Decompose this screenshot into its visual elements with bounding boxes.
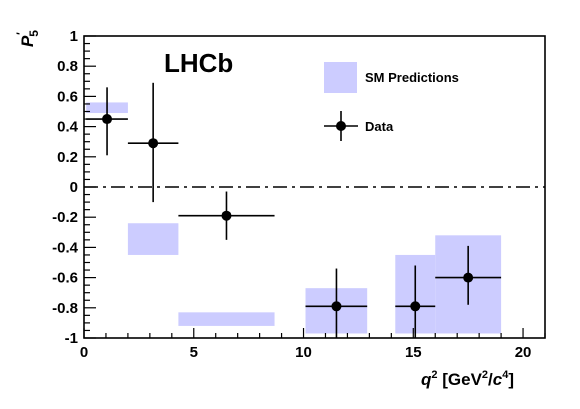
x-tick-label: 15 <box>405 344 422 361</box>
data-point-3 <box>331 301 342 312</box>
legend-marker-data-dot <box>336 121 346 131</box>
y-tick-label: -0.4 <box>52 239 79 256</box>
legend-label-data: Data <box>365 119 394 134</box>
y-tick-label: 0.4 <box>57 119 79 136</box>
legend-label-sm-predictions: SM Predictions <box>365 70 459 85</box>
x-tick-label: 20 <box>515 344 532 361</box>
y-axis-title: P'5 <box>14 30 41 47</box>
data-point-1 <box>148 138 159 149</box>
y-tick-label: 0.8 <box>57 58 78 75</box>
y-tick-label: 0.2 <box>57 149 78 166</box>
legend-swatch-sm-predictions <box>324 62 357 93</box>
x-axis-title: q2 [GeV2/c4] <box>421 369 514 389</box>
y-tick-label: -1 <box>65 330 78 347</box>
y-tick-label: 1 <box>70 28 78 45</box>
y-tick-label: 0 <box>70 179 78 196</box>
legend: SM Predictions Data <box>324 62 459 141</box>
y-tick-label: 0.6 <box>57 88 78 105</box>
brand-label: LHCb <box>164 48 233 78</box>
x-tick-label: 0 <box>80 344 88 361</box>
sm-prediction-band-1 <box>127 223 179 255</box>
x-tick-label: 10 <box>295 344 312 361</box>
sm-prediction-band-2 <box>178 312 275 326</box>
data-point-4 <box>410 301 421 312</box>
y-tick-label: -0.2 <box>52 209 78 226</box>
y-tick-label: -0.8 <box>52 300 78 317</box>
y-tick-label: -0.6 <box>52 270 78 287</box>
data-point-0 <box>102 114 113 125</box>
x-tick-label: 5 <box>190 344 198 361</box>
data-point-2 <box>221 210 232 221</box>
data-point-5 <box>463 272 474 283</box>
